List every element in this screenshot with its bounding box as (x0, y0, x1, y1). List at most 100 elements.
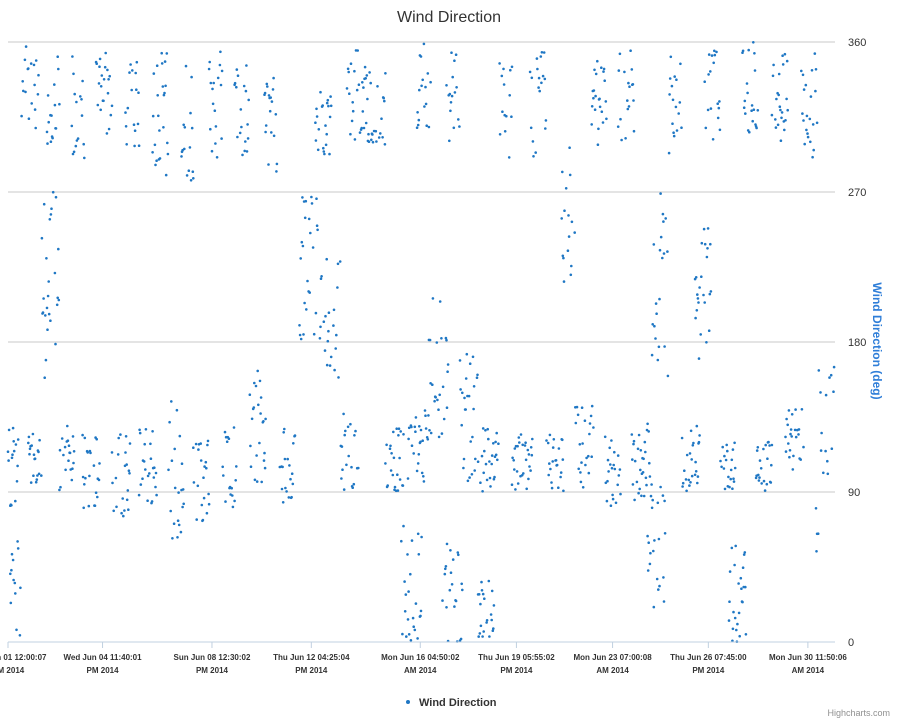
data-point[interactable] (492, 477, 496, 481)
data-point[interactable] (42, 202, 46, 206)
data-point[interactable] (513, 468, 516, 471)
data-point[interactable] (397, 427, 401, 431)
data-point[interactable] (603, 435, 607, 439)
data-point[interactable] (124, 125, 128, 128)
data-point[interactable] (658, 248, 662, 252)
data-point[interactable] (127, 469, 131, 473)
data-point[interactable] (760, 482, 763, 485)
data-point[interactable] (137, 144, 141, 147)
data-point[interactable] (498, 62, 501, 65)
data-point[interactable] (653, 324, 656, 328)
data-point[interactable] (321, 104, 325, 107)
data-point[interactable] (648, 562, 652, 566)
data-point[interactable] (175, 408, 179, 412)
data-point[interactable] (80, 98, 83, 101)
data-point[interactable] (619, 117, 622, 121)
legend[interactable]: Wind Direction (406, 697, 497, 709)
data-point[interactable] (479, 481, 482, 485)
data-point[interactable] (464, 377, 468, 380)
data-point[interactable] (46, 94, 50, 97)
data-point[interactable] (559, 471, 563, 474)
data-point[interactable] (121, 497, 124, 500)
data-point[interactable] (53, 83, 56, 86)
data-point[interactable] (389, 469, 393, 472)
data-point[interactable] (317, 128, 321, 131)
data-point[interactable] (449, 571, 453, 574)
data-point[interactable] (681, 481, 685, 485)
data-point[interactable] (797, 433, 800, 436)
data-point[interactable] (135, 88, 138, 91)
data-point[interactable] (398, 456, 401, 460)
data-point[interactable] (386, 484, 390, 487)
data-point[interactable] (656, 358, 660, 362)
data-point[interactable] (731, 448, 735, 451)
data-point[interactable] (477, 593, 481, 596)
data-point[interactable] (435, 341, 439, 344)
data-point[interactable] (66, 439, 70, 443)
data-point[interactable] (63, 445, 67, 449)
data-point[interactable] (298, 324, 301, 327)
data-point[interactable] (748, 130, 751, 134)
data-point[interactable] (530, 76, 534, 80)
data-point[interactable] (362, 86, 365, 89)
data-point[interactable] (110, 451, 114, 454)
data-point[interactable] (418, 88, 421, 92)
data-point[interactable] (809, 140, 812, 144)
data-point[interactable] (37, 450, 40, 454)
data-point[interactable] (173, 447, 176, 451)
data-point[interactable] (524, 441, 527, 445)
data-point[interactable] (722, 467, 726, 470)
data-point[interactable] (562, 280, 566, 283)
data-point[interactable] (230, 486, 233, 490)
data-point[interactable] (461, 391, 464, 395)
data-point[interactable] (762, 479, 766, 483)
data-point[interactable] (483, 597, 486, 600)
data-point[interactable] (306, 279, 309, 283)
data-point[interactable] (152, 476, 156, 479)
data-point[interactable] (562, 256, 565, 260)
data-point[interactable] (663, 345, 666, 348)
data-point[interactable] (267, 94, 271, 97)
data-point[interactable] (166, 141, 169, 145)
data-point[interactable] (134, 71, 137, 75)
data-point[interactable] (750, 109, 753, 112)
data-point[interactable] (58, 448, 62, 452)
data-point[interactable] (803, 142, 806, 146)
data-point[interactable] (48, 218, 52, 221)
data-point[interactable] (709, 107, 713, 110)
data-point[interactable] (102, 99, 105, 103)
data-point[interactable] (398, 478, 402, 481)
data-point[interactable] (53, 103, 57, 107)
data-point[interactable] (481, 427, 485, 430)
data-point[interactable] (416, 111, 419, 114)
data-point[interactable] (154, 485, 157, 489)
data-point[interactable] (639, 468, 642, 472)
data-point[interactable] (127, 508, 130, 512)
data-point[interactable] (663, 532, 667, 535)
data-point[interactable] (650, 483, 653, 486)
data-point[interactable] (155, 64, 159, 67)
data-point[interactable] (642, 457, 645, 461)
data-point[interactable] (673, 75, 676, 78)
data-point[interactable] (759, 467, 763, 470)
data-point[interactable] (315, 197, 318, 200)
data-point[interactable] (518, 441, 521, 444)
data-point[interactable] (403, 610, 407, 613)
data-point[interactable] (797, 428, 801, 431)
data-point[interactable] (402, 524, 405, 528)
data-point[interactable] (743, 551, 747, 554)
data-point[interactable] (590, 105, 594, 108)
data-point[interactable] (501, 110, 504, 113)
data-point[interactable] (728, 570, 732, 573)
data-point[interactable] (624, 137, 627, 140)
data-point[interactable] (707, 73, 710, 76)
data-point[interactable] (303, 216, 307, 220)
data-point[interactable] (10, 504, 13, 507)
data-point[interactable] (95, 62, 98, 65)
data-point[interactable] (367, 132, 370, 136)
data-point[interactable] (459, 637, 463, 641)
legend-label-wind-direction[interactable]: Wind Direction (419, 697, 497, 709)
data-point[interactable] (137, 493, 141, 497)
data-point[interactable] (190, 75, 193, 79)
data-point[interactable] (631, 458, 634, 461)
